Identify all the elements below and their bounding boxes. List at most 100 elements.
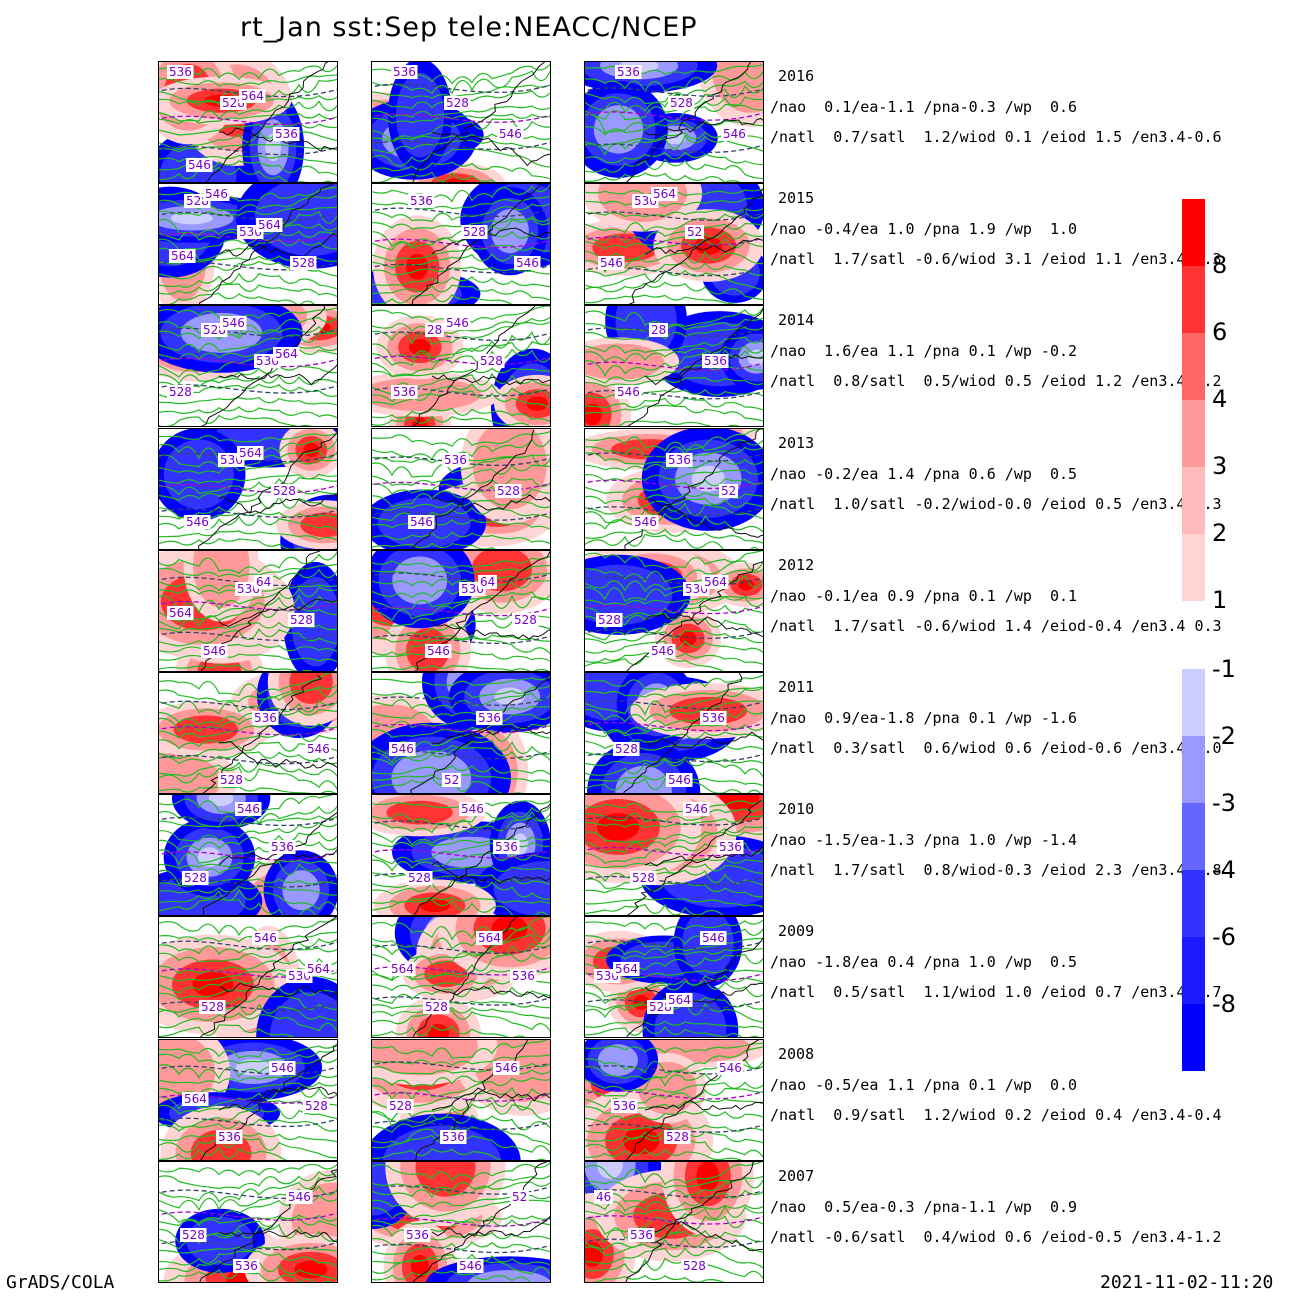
height-contour [372, 390, 550, 409]
climatology-contour [372, 331, 550, 341]
contour-label-background [478, 575, 497, 589]
colorbar-label: -6 [1212, 923, 1236, 951]
contour-label-background [444, 96, 471, 110]
height-contour [159, 345, 337, 361]
height-contour [585, 1020, 763, 1030]
height-contour [585, 281, 763, 301]
height-contour [372, 438, 550, 461]
height-contour [372, 506, 550, 522]
climatology-contour [159, 483, 337, 494]
contour-label: 564 [653, 187, 676, 201]
height-contour [585, 1129, 763, 1144]
contour-label-background [406, 871, 433, 885]
height-contour [585, 560, 763, 584]
map-panel: 536 528 546 [158, 794, 338, 916]
positive-anomaly-shading [669, 696, 748, 725]
contour-label-background [717, 840, 744, 854]
climatology-contour [159, 754, 337, 765]
climatology-contour [585, 752, 763, 763]
height-contour [585, 326, 763, 341]
positive-anomaly-shading [720, 795, 760, 810]
contour-label: 536 [702, 711, 725, 725]
climatology-contour [159, 211, 337, 222]
height-contour [585, 686, 763, 698]
contour-label: 546 [651, 644, 674, 658]
contour-label-background [630, 871, 657, 885]
height-contour [585, 1229, 763, 1250]
map-panel: 528 536 546 [371, 1039, 551, 1161]
height-contour [372, 817, 550, 846]
contour-label-background [719, 484, 738, 498]
height-contour [585, 429, 763, 452]
height-contour [372, 531, 550, 545]
height-contour [585, 756, 763, 766]
coastline [623, 673, 743, 793]
contour-label-background [495, 484, 522, 498]
height-contour [159, 396, 337, 406]
height-contour [159, 307, 337, 320]
height-contour [372, 1054, 550, 1067]
contour-label-background [288, 613, 315, 627]
coastline [431, 1216, 550, 1239]
height-contour [585, 700, 763, 723]
height-contour [585, 131, 763, 147]
colorbar-label: 4 [1212, 385, 1228, 413]
height-contour [372, 836, 550, 848]
height-contour [372, 70, 550, 95]
height-contour [159, 1250, 337, 1268]
map-panel: 528 536 546 564 [158, 1039, 338, 1161]
height-contour [585, 1204, 763, 1235]
height-contour [585, 151, 763, 166]
contour-label-background [685, 225, 704, 239]
colorbar-swatch [1182, 199, 1205, 266]
contour-label-background [408, 515, 435, 529]
height-contour [585, 478, 763, 494]
climatology-contour [159, 600, 337, 611]
contour-label: 546 [427, 644, 450, 658]
height-contour [372, 171, 496, 182]
map-panel: 536 528 546 [584, 794, 764, 916]
height-contour [372, 464, 550, 487]
height-contour [372, 878, 550, 900]
climatology-contour [372, 944, 550, 954]
height-contour [585, 1246, 763, 1269]
height-contour [159, 74, 337, 87]
height-contour [585, 269, 763, 291]
height-contour [372, 84, 550, 99]
coastline [644, 731, 763, 749]
contour-label: 528 [273, 484, 296, 498]
contour-label-background [273, 127, 300, 141]
height-contour [159, 143, 337, 153]
coastline [218, 127, 337, 152]
height-contour [585, 197, 763, 207]
height-contour [585, 629, 763, 645]
climatology-contour [585, 479, 763, 490]
contour-label: 546 [254, 931, 277, 945]
contour-label: 564 [171, 249, 194, 263]
height-contour [159, 878, 337, 887]
height-contour [372, 1069, 550, 1088]
height-contour [159, 1074, 337, 1084]
height-contour [372, 978, 550, 991]
coastline [644, 238, 763, 255]
height-contour [372, 90, 550, 109]
height-contour [372, 195, 550, 210]
height-contour [372, 898, 548, 915]
contour-label-background [613, 742, 640, 756]
climatology-contour [159, 1117, 337, 1128]
height-contour [585, 533, 759, 549]
height-contour [372, 685, 550, 701]
height-contour [372, 133, 550, 143]
height-contour [585, 1236, 763, 1257]
contour-label: 546 [271, 1061, 294, 1075]
climatology-contour [159, 1189, 337, 1199]
coastline [198, 184, 335, 304]
height-contour [159, 888, 337, 912]
climatology-contour [159, 816, 337, 827]
height-contour [372, 477, 550, 495]
contour-label-background [700, 711, 727, 725]
contour-label-background [389, 962, 416, 976]
coastline [413, 802, 550, 915]
contour-label-background [700, 931, 727, 945]
height-contour [159, 995, 337, 1013]
